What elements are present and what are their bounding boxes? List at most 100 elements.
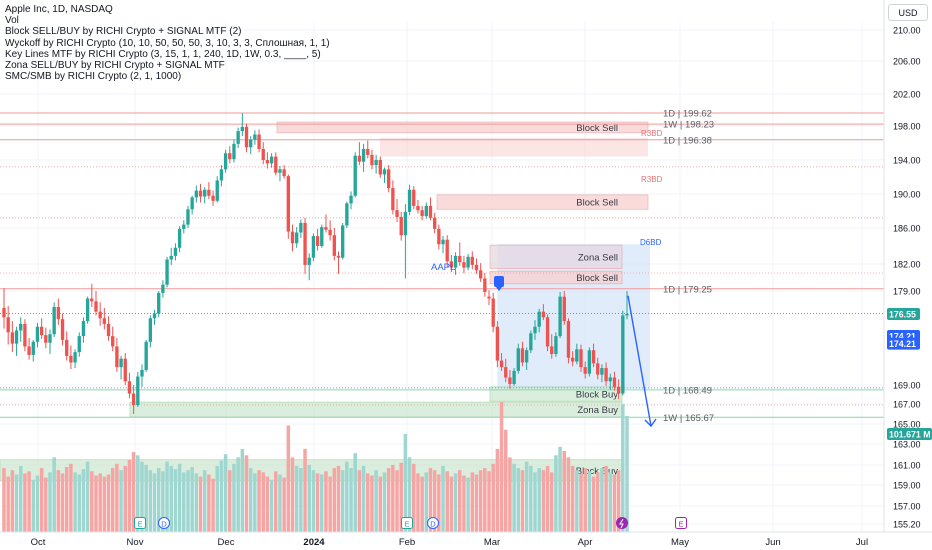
zone-label: Block Buy [576,390,618,401]
volume-bar [336,465,341,532]
event-circle [427,517,439,529]
volume-bar [223,454,228,532]
candle [253,130,257,145]
volume-bar [207,474,211,532]
candle-body [583,367,587,374]
candle-body [575,349,579,362]
volume-bar [98,473,102,532]
zone-box [276,121,649,134]
event-letter: E [404,520,409,529]
legend-indicator-block: Block SELL/BUY by RICHI Crypto + SIGNAL … [5,26,242,38]
candle [374,154,378,174]
volume-bar [478,470,483,532]
price-tag-label: 174.21 [889,332,916,342]
candle [60,313,65,346]
candle [90,283,94,307]
candle-body [529,333,533,351]
candle [529,330,533,354]
candle [554,332,558,357]
candle-body [545,317,550,347]
zone-label: Block Buy [576,466,618,477]
volume-bar [491,463,495,532]
event-circle [158,517,170,529]
volume-bar [595,472,600,532]
volume-bar [541,470,546,532]
event-marker [427,517,439,529]
volume-bar [198,476,203,532]
candle [366,140,370,159]
zone-zona-sell: Zona Sell [489,244,623,269]
candle-body [349,195,353,204]
candle-body [370,154,374,166]
candle [591,343,596,368]
price-tag-label: 174.21 [889,339,916,349]
volume-bar [2,468,6,532]
volume-bar [378,476,383,532]
legend-symbol-line: Apple Inc, 1D, NASDAQ [5,4,113,15]
candle-body [524,350,529,363]
volume-bar [64,467,69,532]
volume-bar [190,467,194,532]
candle-body [194,190,199,198]
y-tick-label: 161.00 [893,461,921,471]
badge-pointer [496,287,502,291]
candle [449,255,454,273]
candle [491,292,495,333]
x-tick-label: Feb [399,537,415,548]
event-marker-split [616,517,628,529]
candle [474,258,479,274]
candle-body [508,377,512,385]
candle [345,201,349,228]
candle-body [157,292,161,314]
volume-bar [340,470,345,532]
candle-body [123,358,127,382]
candle-body [177,228,182,248]
x-tick-label: Jul [856,537,868,548]
candle-body [236,131,240,144]
volume-bar [14,474,19,532]
candle [111,326,115,352]
price-tag-box [887,308,920,321]
candle [550,334,554,359]
candle-body [249,139,253,148]
volume-bar [232,463,236,532]
currency-button[interactable]: USD [888,4,928,21]
candle [261,142,265,165]
candle-body [269,156,274,164]
candle-body [2,307,6,318]
volume-bar [211,478,215,532]
volume-bar [215,465,219,532]
volume-bar [583,468,587,532]
volume-bar [495,448,500,532]
volume-bar [52,457,56,532]
candle [81,317,86,343]
key-line-label: 1D | 179.25 [663,284,712,295]
candle [453,252,458,275]
candle-body [6,317,10,333]
volume-bar [604,465,608,532]
candle [44,327,48,349]
volume-bar [303,448,307,532]
candle [495,321,500,368]
candle [524,347,529,370]
volume-bar [562,451,567,532]
volume-bar [621,404,625,532]
candle [236,127,240,149]
zone-block-sell: Block Sell [436,194,649,210]
volume-bar [240,448,245,532]
candle-body [299,222,303,233]
y-tick-label: 155.20 [893,520,921,530]
volume-bar [131,452,136,532]
candle-body [127,381,132,394]
volume-bar [177,463,182,532]
volume-bar [483,468,487,532]
key-line-label: 1D | 168.49 [663,385,712,396]
candle-body [136,376,140,405]
candle [324,214,328,233]
candle [6,306,10,345]
volume-bar [10,470,15,532]
candle-body [412,189,416,206]
volume-bar [403,433,408,532]
candle [621,310,625,396]
